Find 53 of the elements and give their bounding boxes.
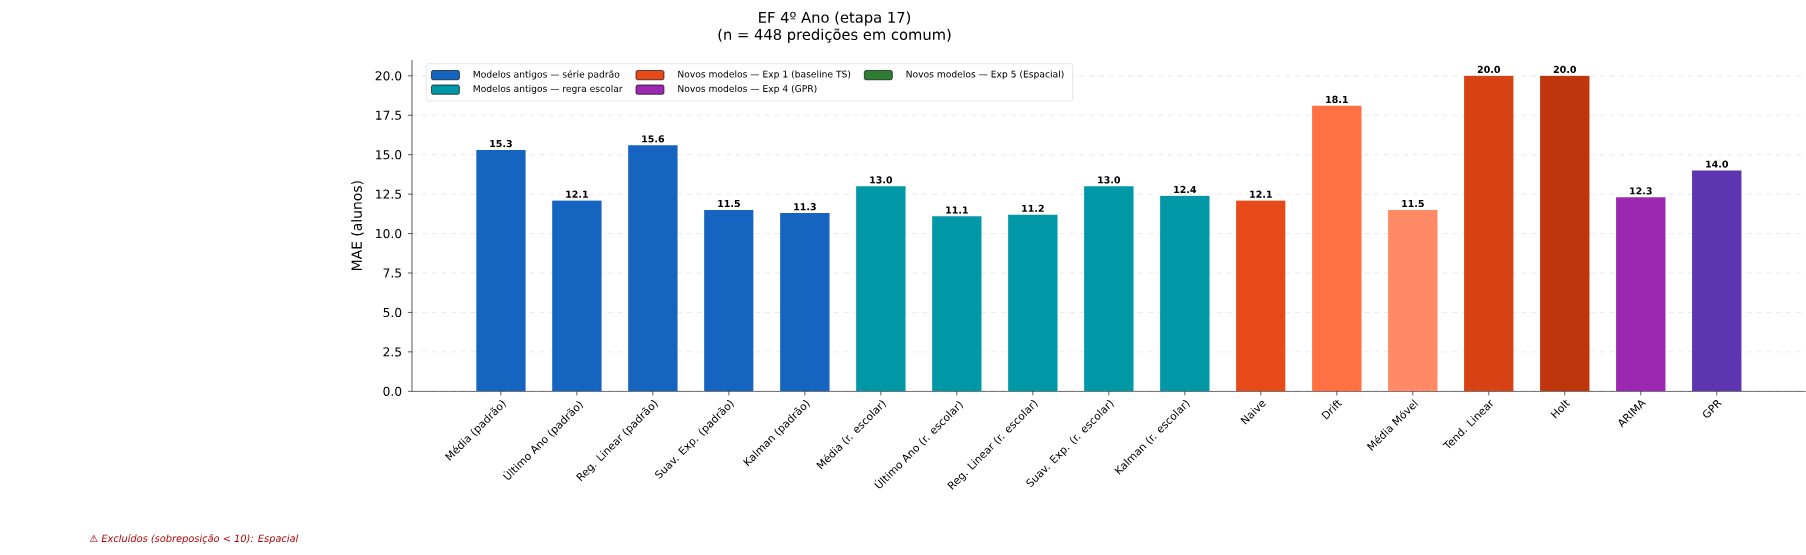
- legend-label: Novos modelos — Exp 5 (Espacial): [906, 70, 1064, 80]
- bar: [932, 216, 982, 392]
- y-tick-label: 5.0: [383, 307, 402, 317]
- data-label: 11.1: [946, 206, 968, 214]
- data-label: 12.4: [1174, 185, 1197, 193]
- data-label: 11.2: [1022, 204, 1044, 212]
- legend-label: Novos modelos — Exp 4 (GPR): [678, 84, 817, 94]
- y-tick-label: 20.0: [375, 71, 402, 81]
- y-axis-title: MAE (alunos): [351, 181, 364, 270]
- data-label: 11.5: [718, 199, 740, 207]
- data-label: 15.6: [642, 135, 665, 143]
- data-label: 14.0: [1706, 160, 1729, 168]
- bar: [1616, 197, 1666, 392]
- bar: [704, 209, 754, 392]
- bar: [1160, 195, 1210, 392]
- legend-label: Novos modelos — Exp 1 (baseline TS): [678, 70, 851, 80]
- bar: [476, 149, 526, 392]
- bar: [780, 212, 830, 392]
- bar: [1312, 105, 1362, 392]
- bar: [856, 186, 906, 392]
- data-label: 11.5: [1402, 199, 1424, 207]
- data-label: 13.0: [1098, 176, 1121, 184]
- legend-label: Modelos antigos — regra escolar: [473, 84, 623, 94]
- bar: [552, 200, 602, 392]
- y-tick-label: 0.0: [383, 386, 402, 396]
- y-tick-label: 12.5: [376, 189, 402, 199]
- text: ⚠ Excluídos (sobreposição < 10): Espacial: [89, 533, 299, 544]
- data-label: 12.1: [1250, 190, 1272, 198]
- data-label: 20.0: [1477, 65, 1501, 73]
- x-tick-label: GPR: [1703, 399, 1723, 418]
- bar: [1008, 214, 1058, 392]
- chart-subtitle: (n = 448 predições em comum): [718, 28, 951, 43]
- y-tick-label: 7.5: [383, 268, 402, 278]
- chart-title: EF 4º Ano (etapa 17): [759, 11, 911, 26]
- bar: [1692, 170, 1742, 392]
- bar: [628, 145, 678, 392]
- y-tick-label: 10.0: [376, 228, 402, 239]
- bar: [1388, 209, 1438, 392]
- y-tick-label: 2.5: [383, 347, 402, 357]
- data-label: 12.1: [566, 190, 588, 198]
- data-label: 20.0: [1553, 65, 1577, 73]
- data-label: 15.3: [490, 139, 512, 147]
- bar: [1084, 186, 1134, 392]
- legend-label: Modelos antigos — série padrão: [473, 70, 620, 80]
- bar: [1540, 75, 1590, 392]
- bar: [1236, 200, 1286, 392]
- data-label: 13.0: [870, 176, 893, 184]
- y-tick-label: 15.0: [376, 149, 402, 160]
- y-tick-label: 17.5: [376, 110, 402, 120]
- data-label: 18.1: [1326, 95, 1348, 103]
- data-label: 11.3: [794, 202, 816, 211]
- data-label: 12.3: [1630, 187, 1652, 195]
- bar: [1464, 75, 1514, 392]
